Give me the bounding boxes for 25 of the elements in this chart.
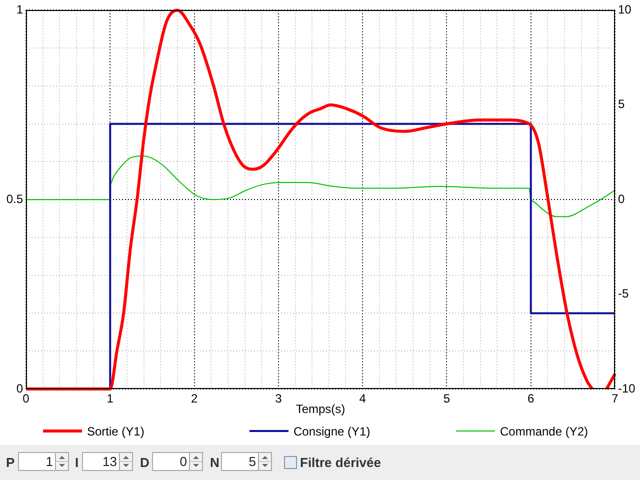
legend-label: Sortie (Y1) bbox=[87, 424, 144, 438]
x-tick-label: 1 bbox=[106, 392, 114, 406]
legend-label: Consigne (Y1) bbox=[294, 424, 370, 438]
number-field: 13 bbox=[82, 452, 120, 471]
number-field: 5 bbox=[221, 452, 259, 471]
y2-tick-label: -5 bbox=[618, 286, 629, 301]
number-field: 0 bbox=[152, 452, 190, 471]
y-tick-label: 1 bbox=[16, 2, 24, 17]
x-axis-title: Temps(s) bbox=[296, 402, 346, 416]
y2-tick-label: 0 bbox=[618, 192, 625, 206]
y2-tick-label: 10 bbox=[618, 2, 632, 17]
x-tick-label: 7 bbox=[612, 392, 619, 406]
number-field: 1 bbox=[18, 452, 56, 471]
line-series bbox=[26, 156, 616, 218]
x-tick-label: 2 bbox=[190, 392, 198, 406]
y2-tick-label: -10 bbox=[618, 381, 636, 396]
y-tick-label: 0.5 bbox=[6, 192, 24, 206]
x-tick-label: 3 bbox=[275, 392, 282, 406]
y2-tick-label: 5 bbox=[618, 97, 625, 112]
control-panel: P 1 I 13 D 0 N 5 Filtre dérivée bbox=[0, 445, 640, 480]
x-tick-label: 4 bbox=[359, 392, 366, 406]
legend-label: Commande (Y2) bbox=[500, 424, 588, 438]
x-tick-label: 5 bbox=[443, 392, 450, 406]
y-tick-label: 0 bbox=[16, 381, 24, 396]
x-tick-label: 6 bbox=[528, 392, 535, 406]
